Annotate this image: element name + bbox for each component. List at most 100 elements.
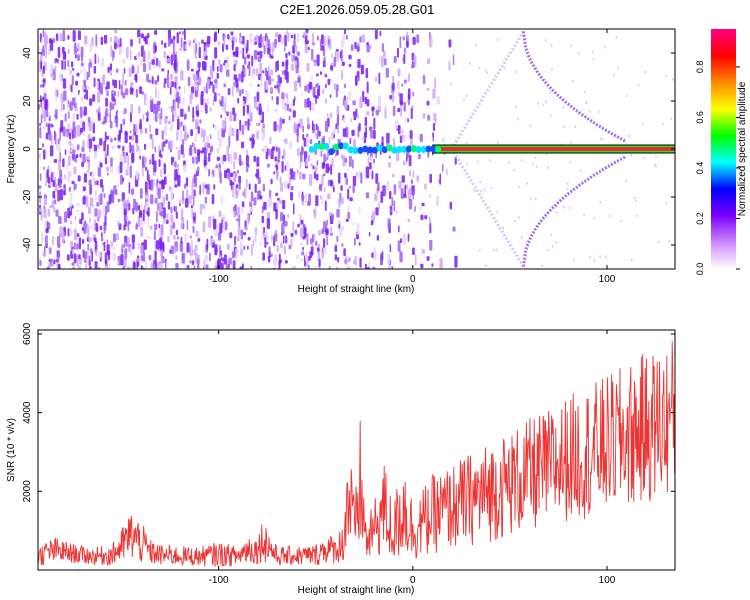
- carrier-band-core: [432, 147, 675, 151]
- noise-cell: [419, 133, 423, 143]
- snr-series: [38, 341, 675, 567]
- noise-cell: [172, 35, 176, 40]
- noise-cell: [170, 81, 175, 87]
- noise-cell: [585, 101, 587, 104]
- noise-cell: [391, 266, 394, 269]
- noise-cell: [40, 114, 43, 124]
- noise-cell: [43, 166, 45, 171]
- noise-cell: [131, 64, 134, 74]
- noise-cell: [186, 242, 190, 253]
- noise-cell: [365, 166, 370, 179]
- noise-cell: [285, 260, 288, 264]
- noise-cell: [179, 203, 181, 207]
- noise-cell: [316, 247, 320, 252]
- noise-cell: [547, 166, 549, 169]
- noise-cell: [106, 90, 109, 97]
- noise-cell: [330, 226, 333, 235]
- noise-cell: [365, 192, 370, 199]
- noise-cell: [170, 54, 173, 66]
- noise-cell: [275, 208, 278, 220]
- noise-cell: [404, 184, 407, 197]
- noise-cell: [145, 112, 149, 116]
- noise-cell: [358, 123, 361, 132]
- noise-cell: [128, 135, 132, 140]
- noise-cell: [305, 192, 308, 203]
- noise-cell: [328, 136, 331, 145]
- noise-cell: [386, 132, 390, 144]
- noise-cell: [69, 228, 73, 236]
- noise-cell: [469, 62, 471, 65]
- noise-cell: [106, 172, 109, 176]
- noise-cell: [261, 35, 264, 48]
- noise-cell: [428, 216, 431, 225]
- noise-cell: [250, 83, 253, 87]
- noise-cell: [120, 254, 124, 266]
- noise-cell: [337, 123, 340, 134]
- noise-cell: [367, 266, 370, 269]
- noise-cell: [343, 117, 346, 124]
- noise-cell: [373, 117, 376, 130]
- noise-cell: [375, 207, 379, 216]
- noise-cell: [177, 174, 181, 187]
- noise-cell: [226, 56, 230, 68]
- noise-cell: [189, 235, 192, 239]
- noise-cell: [369, 44, 372, 50]
- y-tick-label: 2000: [22, 480, 33, 503]
- noise-cell: [344, 100, 348, 110]
- noise-cell: [62, 78, 67, 89]
- noise-cell: [94, 53, 97, 65]
- noise-cell: [550, 233, 552, 236]
- noise-cell: [87, 169, 90, 174]
- noise-cell: [254, 232, 257, 243]
- noise-cell: [324, 98, 327, 104]
- carrier-blob: [401, 145, 408, 153]
- noise-cell: [335, 266, 339, 269]
- noise-cell: [238, 215, 241, 227]
- noise-cell: [403, 53, 406, 65]
- noise-cell: [42, 143, 44, 148]
- noise-cell: [428, 194, 432, 198]
- noise-cell: [232, 86, 234, 97]
- noise-cell: [206, 98, 210, 106]
- noise-cell: [174, 44, 177, 50]
- colorbar-gradient: [711, 29, 736, 269]
- noise-cell: [157, 60, 161, 68]
- noise-cell: [304, 34, 308, 45]
- noise-cell: [173, 62, 176, 69]
- noise-cell: [280, 259, 282, 264]
- noise-cell: [244, 96, 247, 104]
- noise-cell: [106, 81, 110, 90]
- noise-cell: [50, 123, 53, 127]
- noise-cell: [228, 263, 230, 269]
- noise-cell: [412, 91, 415, 97]
- noise-cell: [204, 196, 208, 204]
- noise-cell: [142, 164, 146, 168]
- noise-cell: [555, 205, 558, 208]
- noise-cell: [74, 183, 77, 190]
- noise-cell: [266, 218, 270, 230]
- noise-cell: [67, 49, 70, 55]
- noise-cell: [149, 225, 153, 230]
- noise-cell: [274, 230, 277, 235]
- noise-cell: [88, 266, 92, 269]
- noise-cell: [137, 65, 139, 74]
- noise-cell: [94, 240, 98, 253]
- noise-cell: [54, 65, 57, 72]
- noise-cell: [180, 37, 183, 48]
- noise-cell: [199, 184, 201, 196]
- noise-cell: [235, 78, 239, 88]
- noise-cell: [103, 241, 106, 252]
- noise-cell: [120, 123, 123, 134]
- noise-cell: [140, 188, 143, 199]
- noise-cell: [43, 208, 47, 219]
- noise-cell: [551, 68, 553, 71]
- noise-cell: [184, 183, 187, 189]
- noise-cell: [353, 260, 357, 265]
- noise-cell: [158, 223, 161, 229]
- noise-cell: [129, 166, 132, 178]
- noise-cell: [156, 57, 159, 67]
- noise-cell: [121, 192, 125, 202]
- noise-cell: [221, 195, 223, 206]
- noise-cell: [129, 49, 132, 61]
- noise-cell: [117, 145, 121, 149]
